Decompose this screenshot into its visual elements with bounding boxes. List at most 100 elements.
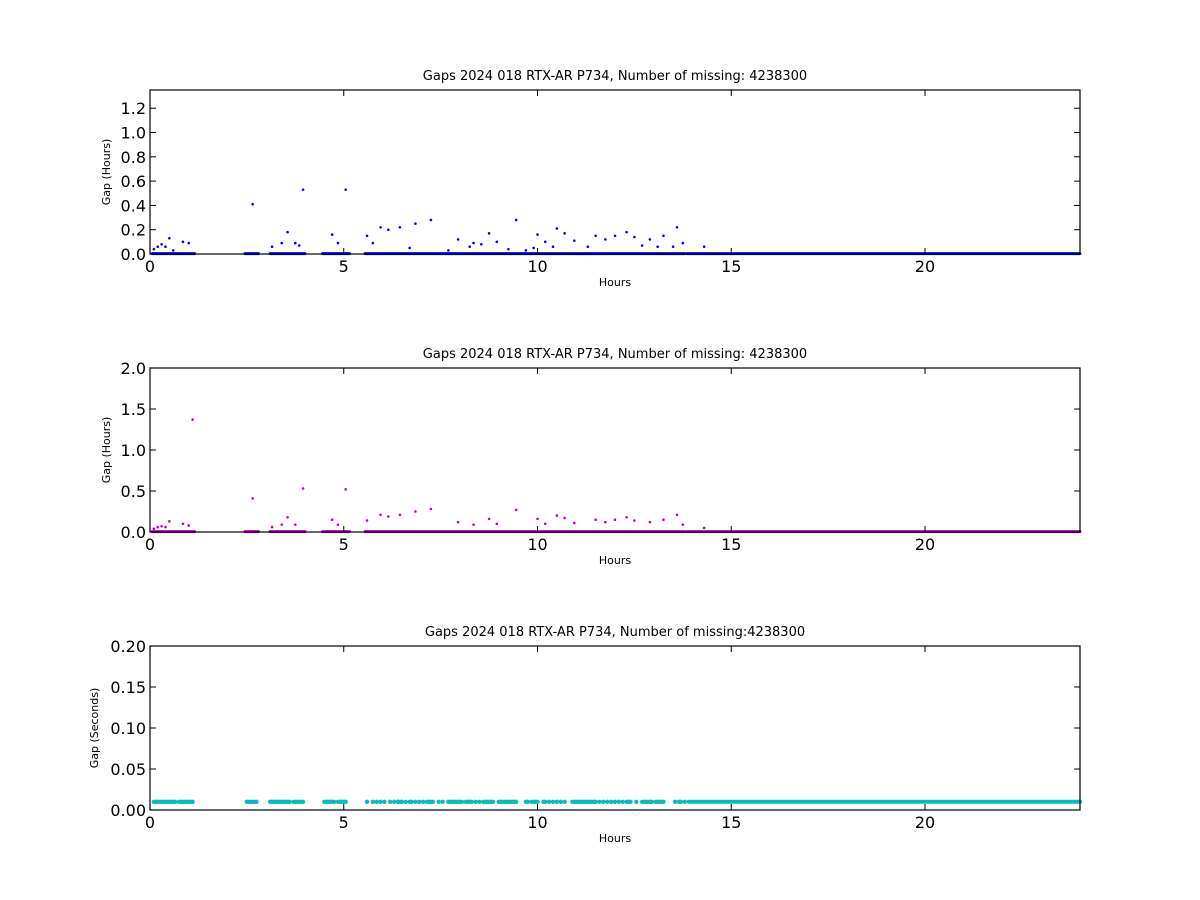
panel-2-point [160,524,163,528]
panel-1-point [555,227,559,230]
panel-3-ytick-label: 0.10 [110,719,146,738]
panel-2-point [414,510,417,513]
panel-3-point [459,799,465,804]
panel-2-point [330,518,334,521]
panel-1-point [336,241,340,245]
panel-3-point [554,799,560,804]
panel-2-point [191,418,194,421]
panel-2-point [633,519,636,522]
panel-3-point [678,799,684,804]
panel-3-point [525,799,531,804]
panel-1-ytick-label: 1.0 [121,124,146,143]
panel-1-marks [150,188,1082,256]
panel-2-point [604,520,607,524]
panel-3-point [477,799,482,804]
panel-3-point [287,799,292,804]
panel-1-point [187,241,191,245]
panel-2-ylabel: Gap (Hours) [100,417,113,484]
panel-3-point [172,799,178,804]
panel-2-ytick-label: 2.0 [121,359,146,378]
panel-1-point [344,188,347,191]
panel-1-point [536,233,539,236]
panel-1-point [675,225,679,229]
panel-1-point [168,236,171,240]
panel-3-point [620,799,625,804]
panel-1-point [429,218,433,222]
panel-2-xlabel: Hours [599,554,631,567]
panel-1-point [551,245,555,249]
panel-3-point [608,799,614,804]
panel-3-point [535,799,540,804]
panel-1-point [586,245,590,249]
panel-2-point [487,517,491,521]
panel-2-point [168,520,171,523]
panel-1-point [514,218,518,222]
panel-1-ytick-label: 0.8 [121,148,146,167]
panel-3-xtick-label: 20 [915,813,935,832]
panel-1-title: Gaps 2024 018 RTX-AR P734, Number of mis… [423,69,807,84]
panel-2-point [181,522,185,526]
panel-3-ytick-label: 0.00 [110,801,146,820]
panel-3-xtick-label: 15 [721,813,741,832]
panel-3-point [403,799,408,804]
panel-3-point [601,799,606,804]
panel-1-point [379,225,382,229]
panel-1-point [468,245,471,249]
panel-3-ytick-label: 0.15 [110,678,146,697]
panel-1-point [398,225,402,229]
panel-2-ytick-label: 1.5 [121,400,146,419]
panel-1-xtick-label: 0 [145,257,155,276]
panel-3-xlabel: Hours [599,832,631,845]
panel-1-ytick-label: 0.6 [121,172,146,191]
panel-1-xtick-label: 20 [915,257,935,276]
panel-3-ticks: 0 5 10 15 20 0.00 0.05 0.10 0.15 0.20 [110,637,1080,832]
panel-1-point [270,245,274,249]
panel-2-frame [149,367,1081,533]
panel-3-point [628,799,633,804]
panel-3-point [374,799,379,804]
panel-2-point [625,515,628,519]
panel-2-point [398,513,402,517]
panel-2-xtick-label: 20 [915,535,935,554]
panel-2-point [365,519,369,522]
panel-1-point [181,240,185,244]
panel-1-xtick-label: 5 [339,257,349,276]
panel-3-point [672,799,678,804]
panel-1-point [371,241,375,245]
panel-3-point [378,799,383,804]
panel-2-point [675,513,679,517]
panel-3-ytick-label: 0.05 [110,760,146,779]
panel-1-point [524,249,528,252]
panel-3-xtick-label: 5 [339,813,349,832]
panel-2-point [152,527,156,531]
panel-1: Gaps 2024 018 RTX-AR P734, Number of mis… [100,69,1082,289]
panel-3-point [370,799,376,804]
panel-3-point [558,799,563,804]
panel-1-point [297,244,301,247]
panel-2-point [270,525,274,529]
panel-2-xtick-label: 0 [145,535,155,554]
panel-3-point [399,799,405,804]
panel-3-frame [149,645,1081,811]
panel-1-ylabel: Gap (Hours) [100,139,113,206]
panel-1-point [294,241,297,245]
panel-3-point [364,799,370,804]
panel-1-point [414,222,417,225]
panel-2-ytick-label: 1.0 [121,441,146,460]
panel-3-point [469,799,474,804]
panel-2-point [648,520,652,524]
panel-2-point [301,487,305,490]
panel-2-point [294,523,297,526]
panel-3-point [593,799,598,804]
panel-3-point [413,799,418,804]
panel-3-point [300,799,306,804]
panel-1-ytick-label: 0.4 [121,196,146,215]
panel-3-point [513,799,519,804]
panel-3-point [254,799,259,804]
panel-2-point [379,513,382,517]
panel-1-point [387,228,390,232]
panel-2-point [456,520,460,524]
panel-3-point [546,799,552,804]
panel-1-point [280,241,284,245]
panel-1-frame [149,89,1081,255]
